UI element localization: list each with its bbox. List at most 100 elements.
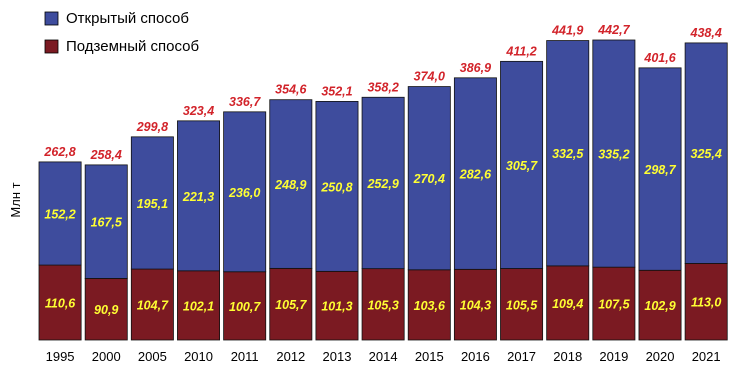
label-total-2011: 336,7: [229, 95, 261, 109]
bars-group: [38, 39, 728, 341]
bar-underground-2016: [453, 268, 497, 341]
x-tick-2016: 2016: [461, 349, 490, 364]
bar-open-pit-2018: [546, 40, 590, 267]
label-underground-2010: 102,1: [183, 299, 214, 313]
label-total-1995: 262,8: [43, 145, 75, 159]
label-underground-2021: 113,0: [691, 296, 721, 310]
bar-underground-2010: [177, 270, 220, 341]
bar-underground-2012: [269, 267, 313, 341]
x-tick-2000: 2000: [92, 349, 121, 364]
label-open-pit-2021: 325,4: [691, 147, 722, 161]
label-open-pit-2013: 250,8: [320, 180, 352, 194]
x-tick-1995: 1995: [46, 349, 75, 364]
bar-open-pit-1995: [38, 161, 82, 266]
bar-underground-2019: [592, 266, 636, 341]
x-tick-2011: 2011: [231, 349, 259, 364]
label-total-2020: 401,6: [643, 51, 676, 65]
x-axis-ticks: 1995 2000 2005 2010 2011 2012 2013 2014 2015 2016…: [46, 349, 721, 364]
bar-underground-2005: [130, 268, 174, 341]
bar-underground-2014: [361, 268, 405, 341]
legend-label-underground: Подземный способ: [66, 38, 199, 55]
label-underground-1995: 110,6: [45, 297, 76, 311]
x-tick-2015: 2015: [415, 349, 444, 364]
bar-open-pit-2015: [407, 86, 451, 271]
label-open-pit-2000: 167,5: [91, 216, 123, 230]
label-underground-2005: 104,7: [137, 299, 169, 313]
label-underground-2011: 100,7: [229, 300, 261, 314]
total-labels-group: 262,8 258,4 299,8 323,4 336,7 354,6 352,1 358,2…: [43, 23, 721, 162]
label-total-2016: 386,9: [460, 61, 491, 75]
bar-open-pit-2000: [84, 164, 128, 279]
label-total-2019: 442,7: [597, 23, 630, 37]
label-open-pit-2019: 335,2: [598, 148, 629, 162]
label-total-2017: 411,2: [505, 44, 536, 58]
bar-open-pit-2016: [453, 77, 497, 270]
bar-underground-2021: [684, 263, 728, 341]
bar-open-pit-2010: [177, 120, 220, 272]
bar-underground-2020: [638, 269, 682, 341]
label-underground-2016: 104,3: [460, 299, 491, 313]
x-tick-2010: 2010: [184, 349, 213, 364]
segment-labels-group: 110,6 152,2 90,9 167,5 104,7 195,1 102,1 221,3 1…: [44, 147, 721, 317]
label-total-2010: 323,4: [183, 104, 214, 118]
bar-underground-1995: [38, 264, 82, 341]
bar-open-pit-2017: [500, 60, 544, 269]
legend-swatch-open-pit: [44, 11, 59, 26]
label-underground-2019: 107,5: [598, 298, 630, 312]
legend-swatch-underground: [44, 39, 59, 54]
label-total-2012: 354,6: [275, 83, 307, 97]
bar-open-pit-2005: [130, 136, 174, 270]
label-total-2014: 358,2: [367, 80, 398, 94]
label-underground-2013: 101,3: [321, 300, 352, 314]
label-underground-2015: 103,6: [414, 299, 446, 313]
x-tick-2013: 2013: [323, 349, 352, 364]
label-open-pit-2018: 332,5: [552, 147, 584, 161]
label-underground-2012: 105,7: [275, 298, 307, 312]
label-total-2000: 258,4: [90, 148, 122, 162]
legend: Открытый способ Подземный способ: [44, 10, 199, 55]
x-tick-2018: 2018: [553, 349, 582, 364]
label-total-2021: 438,4: [690, 26, 722, 40]
label-open-pit-2014: 252,9: [366, 177, 398, 191]
bar-open-pit-2013: [315, 100, 359, 272]
x-tick-2012: 2012: [276, 349, 305, 364]
label-open-pit-2011: 236,0: [228, 186, 260, 200]
label-total-2013: 352,1: [321, 84, 352, 98]
label-open-pit-2017: 305,7: [506, 159, 538, 173]
label-total-2015: 374,0: [414, 70, 445, 84]
x-tick-2019: 2019: [599, 349, 628, 364]
label-underground-2000: 90,9: [94, 303, 118, 317]
bar-underground-2011: [223, 271, 267, 341]
bar-open-pit-2020: [638, 67, 682, 271]
x-tick-2020: 2020: [646, 349, 675, 364]
x-tick-2005: 2005: [138, 349, 167, 364]
label-underground-2017: 105,5: [506, 298, 538, 312]
legend-label-open-pit: Открытый способ: [66, 10, 189, 27]
bar-open-pit-2021: [684, 42, 728, 264]
bar-underground-2018: [546, 265, 590, 341]
label-total-2005: 299,8: [136, 120, 168, 134]
bar-open-pit-2014: [361, 96, 405, 270]
label-open-pit-2016: 282,6: [459, 168, 492, 182]
bar-open-pit-2011: [223, 111, 267, 273]
y-axis-title: Млн т: [8, 182, 23, 217]
x-tick-2017: 2017: [507, 349, 536, 364]
label-underground-2020: 102,9: [644, 299, 675, 313]
label-underground-2018: 109,4: [552, 297, 583, 311]
label-open-pit-2015: 270,4: [413, 172, 445, 186]
bar-underground-2015: [407, 269, 451, 341]
label-total-2018: 441,9: [551, 24, 583, 38]
label-open-pit-2012: 248,9: [274, 178, 306, 192]
label-open-pit-2005: 195,1: [137, 197, 168, 211]
bar-underground-2013: [315, 270, 359, 341]
x-tick-2014: 2014: [369, 349, 398, 364]
bar-underground-2017: [500, 268, 544, 341]
label-underground-2014: 105,3: [367, 298, 398, 312]
x-tick-2021: 2021: [692, 349, 721, 364]
label-open-pit-2010: 221,3: [182, 190, 214, 204]
label-open-pit-1995: 152,2: [44, 207, 75, 221]
bar-open-pit-2019: [592, 39, 636, 268]
bar-open-pit-2012: [269, 99, 313, 269]
label-open-pit-2020: 298,7: [643, 163, 676, 177]
